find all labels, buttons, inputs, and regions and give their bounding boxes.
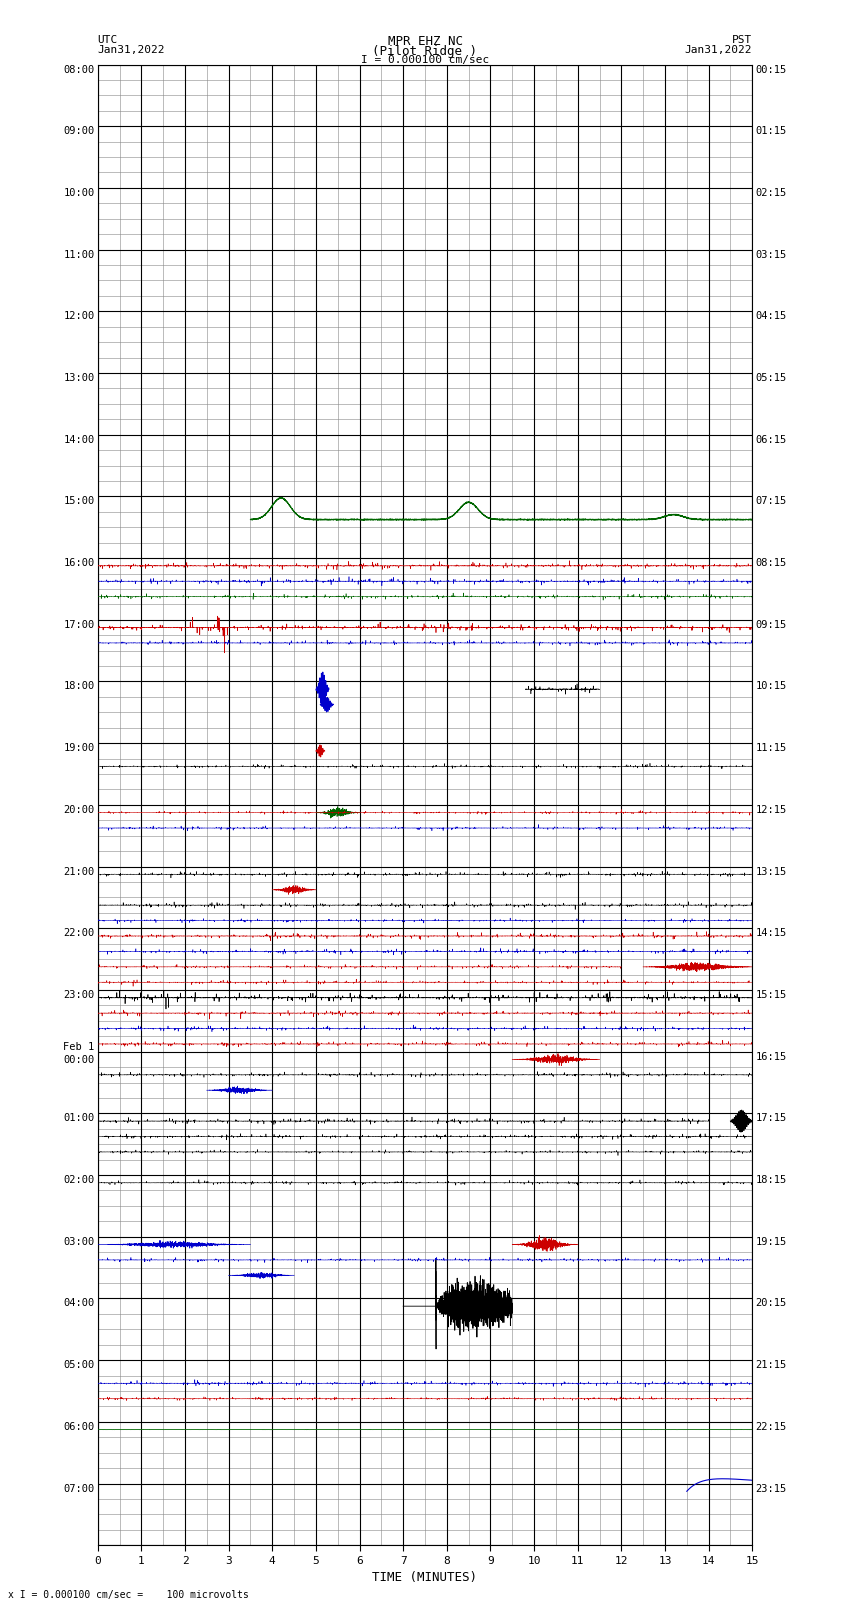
Text: Jan31,2022: Jan31,2022 [685, 45, 752, 55]
Text: 13:15: 13:15 [756, 866, 787, 876]
Text: 03:15: 03:15 [756, 250, 787, 260]
Text: 23:15: 23:15 [756, 1484, 787, 1494]
Text: Jan31,2022: Jan31,2022 [98, 45, 165, 55]
Text: 06:00: 06:00 [63, 1423, 94, 1432]
Text: 07:15: 07:15 [756, 497, 787, 506]
Text: 04:00: 04:00 [63, 1298, 94, 1308]
Text: 20:00: 20:00 [63, 805, 94, 815]
Text: 05:15: 05:15 [756, 373, 787, 382]
Text: 12:15: 12:15 [756, 805, 787, 815]
Text: I = 0.000100 cm/sec: I = 0.000100 cm/sec [361, 55, 489, 65]
Text: 23:00: 23:00 [63, 990, 94, 1000]
Text: Feb 1: Feb 1 [63, 1042, 94, 1052]
Text: 18:15: 18:15 [756, 1174, 787, 1186]
Text: 18:00: 18:00 [63, 681, 94, 692]
Text: 15:15: 15:15 [756, 990, 787, 1000]
Text: 16:15: 16:15 [756, 1052, 787, 1061]
Text: 15:00: 15:00 [63, 497, 94, 506]
Text: 09:00: 09:00 [63, 126, 94, 135]
Text: MPR EHZ NC: MPR EHZ NC [388, 35, 462, 48]
Text: x I = 0.000100 cm/sec =    100 microvolts: x I = 0.000100 cm/sec = 100 microvolts [8, 1590, 249, 1600]
Text: 16:00: 16:00 [63, 558, 94, 568]
Text: 22:15: 22:15 [756, 1423, 787, 1432]
Text: 17:15: 17:15 [756, 1113, 787, 1123]
Text: 01:15: 01:15 [756, 126, 787, 135]
Text: 12:00: 12:00 [63, 311, 94, 321]
Text: 17:00: 17:00 [63, 619, 94, 629]
X-axis label: TIME (MINUTES): TIME (MINUTES) [372, 1571, 478, 1584]
Text: 00:15: 00:15 [756, 65, 787, 74]
Text: 21:15: 21:15 [756, 1360, 787, 1369]
Text: 10:00: 10:00 [63, 187, 94, 198]
Text: UTC: UTC [98, 35, 118, 45]
Text: 19:15: 19:15 [756, 1237, 787, 1247]
Text: 19:00: 19:00 [63, 744, 94, 753]
Text: 03:00: 03:00 [63, 1237, 94, 1247]
Text: 07:00: 07:00 [63, 1484, 94, 1494]
Text: PST: PST [732, 35, 752, 45]
Text: 08:15: 08:15 [756, 558, 787, 568]
Text: 01:00: 01:00 [63, 1113, 94, 1123]
Text: 11:15: 11:15 [756, 744, 787, 753]
Text: 08:00: 08:00 [63, 65, 94, 74]
Text: 05:00: 05:00 [63, 1360, 94, 1369]
Text: (Pilot Ridge ): (Pilot Ridge ) [372, 45, 478, 58]
Text: 06:15: 06:15 [756, 436, 787, 445]
Text: 09:15: 09:15 [756, 619, 787, 629]
Text: 14:15: 14:15 [756, 927, 787, 939]
Text: 20:15: 20:15 [756, 1298, 787, 1308]
Text: 21:00: 21:00 [63, 866, 94, 876]
Text: 11:00: 11:00 [63, 250, 94, 260]
Text: 04:15: 04:15 [756, 311, 787, 321]
Text: 02:00: 02:00 [63, 1174, 94, 1186]
Text: 13:00: 13:00 [63, 373, 94, 382]
Text: 00:00: 00:00 [63, 1055, 94, 1065]
Text: 02:15: 02:15 [756, 187, 787, 198]
Text: 22:00: 22:00 [63, 927, 94, 939]
Text: 14:00: 14:00 [63, 436, 94, 445]
Text: 10:15: 10:15 [756, 681, 787, 692]
